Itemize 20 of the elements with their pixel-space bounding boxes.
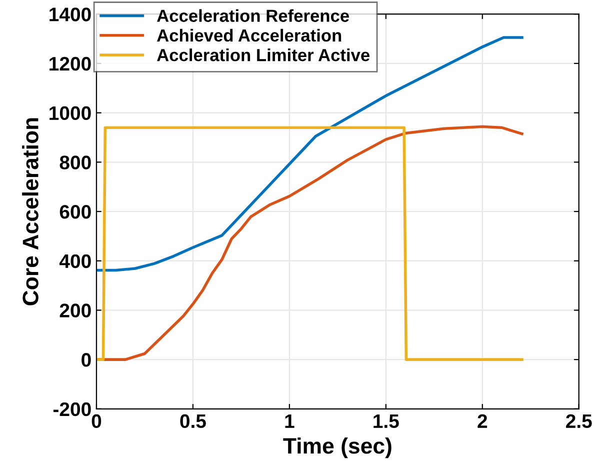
y-tick-label: 1200 xyxy=(50,56,91,71)
legend-label: Acceleration Reference xyxy=(157,9,349,22)
x-tick-label: 0 xyxy=(92,414,102,428)
y-tick-label: -200 xyxy=(53,402,91,416)
y-tick-label: 600 xyxy=(60,204,91,219)
y-tick-label: 1400 xyxy=(50,8,91,22)
y-tick-label: 0 xyxy=(82,353,91,367)
y-axis-title: Core Acceleration xyxy=(22,118,38,306)
y-tick-label: 400 xyxy=(59,254,91,268)
x-axis-title: Time (sec) xyxy=(283,437,392,458)
x-tick-label: 2.5 xyxy=(566,414,592,428)
legend-label: Accleration Limiter Active xyxy=(157,48,370,62)
x-tick-label: 0.5 xyxy=(180,414,206,428)
legend-label: Achieved Acceleration xyxy=(157,28,342,42)
x-tick-label: 1.5 xyxy=(374,414,399,428)
y-tick-label: 200 xyxy=(60,304,91,318)
y-tick-label: 800 xyxy=(60,156,91,170)
x-tick-label: 1 xyxy=(285,414,294,428)
x-tick-label: 2 xyxy=(478,414,488,428)
y-tick-label: 1000 xyxy=(50,106,91,120)
